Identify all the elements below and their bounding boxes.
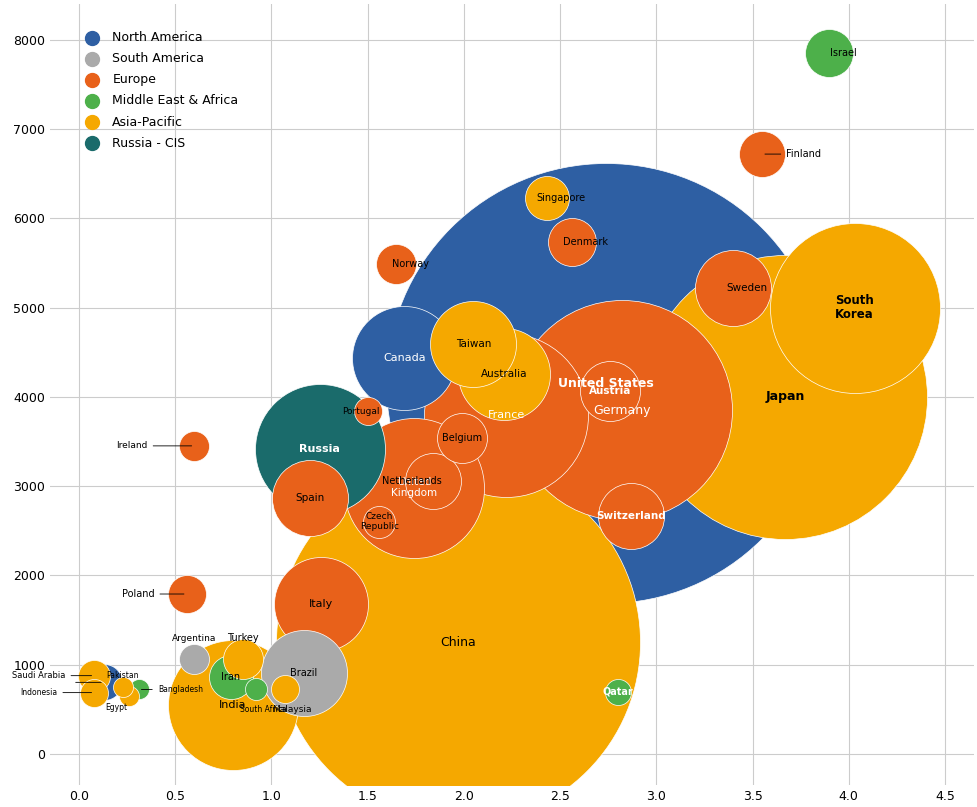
Point [248, 682, 264, 695]
Text: Austria: Austria [588, 387, 630, 396]
Text: China: China [440, 636, 476, 649]
Point [602, 385, 617, 398]
Point [115, 680, 131, 693]
Point [312, 442, 327, 455]
Point [563, 235, 578, 248]
Point [405, 481, 421, 494]
Text: Portugal: Portugal [342, 407, 379, 416]
Text: Taiwan: Taiwan [455, 339, 490, 349]
Text: Finland: Finland [764, 149, 821, 159]
Text: Pakistan: Pakistan [106, 671, 138, 679]
Point [614, 404, 629, 416]
Point [371, 516, 387, 529]
Text: United
Kingdom: United Kingdom [391, 478, 437, 498]
Point [234, 653, 250, 666]
Text: Turkey: Turkey [227, 633, 258, 643]
Text: France: France [488, 410, 525, 420]
Point [610, 685, 625, 698]
Point [821, 47, 836, 60]
Point [538, 191, 554, 204]
Text: Singapore: Singapore [535, 193, 584, 203]
Text: Argentina: Argentina [172, 633, 216, 643]
Point [187, 440, 202, 453]
Text: India: India [219, 700, 246, 709]
Point [302, 491, 318, 504]
Point [179, 587, 194, 600]
Point [846, 301, 862, 314]
Point [777, 391, 792, 404]
Point [496, 367, 512, 380]
Text: Spain: Spain [295, 492, 324, 503]
Text: Sweden: Sweden [726, 283, 767, 293]
Point [425, 475, 441, 487]
Point [465, 337, 481, 350]
Point [753, 148, 769, 161]
Text: Norway: Norway [392, 259, 429, 269]
Text: Israel: Israel [829, 48, 856, 58]
Text: Denmark: Denmark [563, 236, 608, 246]
Point [725, 282, 741, 295]
Point [86, 686, 102, 699]
Point [453, 432, 469, 445]
Legend: North America, South America, Europe, Middle East & Africa, Asia-Pacific, Russia: North America, South America, Europe, Mi… [74, 26, 243, 155]
Text: Germany: Germany [592, 404, 650, 416]
Text: United States: United States [558, 377, 654, 390]
Text: Japan: Japan [765, 391, 804, 404]
Text: Australia: Australia [481, 369, 527, 378]
Point [86, 669, 102, 682]
Text: Qatar: Qatar [602, 687, 632, 696]
Text: Bangladesh: Bangladesh [142, 685, 202, 694]
Point [296, 667, 312, 679]
Text: Italy: Italy [309, 599, 333, 608]
Point [360, 404, 375, 417]
Text: Malaysia: Malaysia [272, 705, 312, 714]
Point [121, 690, 137, 703]
Text: Indonesia: Indonesia [21, 688, 92, 697]
Text: Saudi Arabia: Saudi Arabia [12, 671, 92, 680]
Text: Poland: Poland [122, 589, 184, 599]
Point [449, 636, 465, 649]
Text: Switzerland: Switzerland [596, 512, 665, 521]
Text: Ireland: Ireland [116, 441, 191, 450]
Text: Brazil: Brazil [290, 668, 318, 679]
Point [96, 676, 111, 689]
Point [498, 408, 514, 421]
Point [223, 671, 238, 684]
Point [622, 510, 638, 523]
Text: Egypt: Egypt [106, 703, 127, 712]
Text: Canada: Canada [382, 353, 425, 362]
Text: Netherlands: Netherlands [382, 475, 442, 486]
Text: Belgium: Belgium [442, 433, 482, 443]
Text: Iran: Iran [221, 672, 240, 683]
Point [314, 597, 329, 610]
Point [396, 351, 411, 364]
Point [388, 257, 404, 270]
Point [598, 377, 614, 390]
Point [225, 698, 240, 711]
Point [131, 683, 147, 696]
Text: South
Korea: South Korea [834, 294, 873, 321]
Point [187, 653, 202, 666]
Text: Mexico: Mexico [41, 678, 101, 687]
Point [276, 683, 292, 696]
Text: Czech
Republic: Czech Republic [360, 512, 399, 531]
Text: South Africa: South Africa [239, 705, 286, 714]
Text: Russia: Russia [299, 444, 340, 454]
